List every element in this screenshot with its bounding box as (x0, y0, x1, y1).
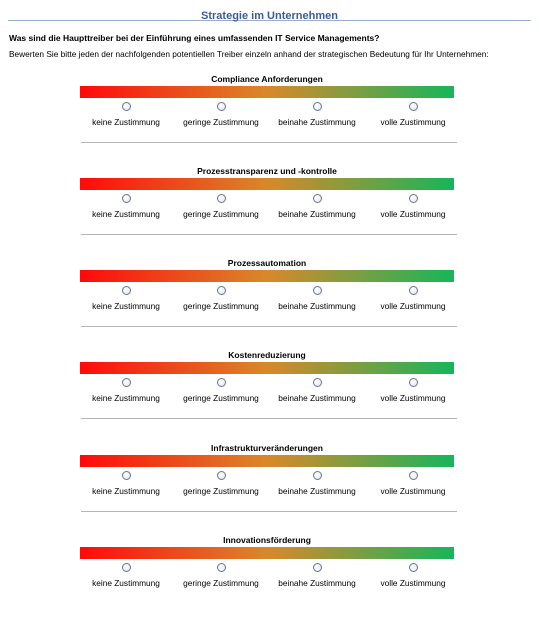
radio-option-label[interactable]: keine Zustimmung (92, 301, 160, 311)
radio-button[interactable] (121, 471, 131, 480)
radio-button[interactable] (408, 471, 418, 480)
radio-button[interactable] (312, 286, 322, 295)
radio-button[interactable] (408, 378, 418, 387)
rating-block: Innovationsförderung keine Zustimmung geri… (0, 535, 540, 627)
radio-option-label[interactable]: keine Zustimmung (92, 486, 160, 496)
agreement-scale-bar (80, 547, 454, 559)
radio-option-label[interactable]: volle Zustimmung (380, 301, 446, 311)
radio-button[interactable] (216, 471, 226, 480)
divider (81, 234, 457, 235)
radio-button[interactable] (312, 102, 322, 111)
radio-button[interactable] (312, 563, 322, 572)
rating-block: Infrastrukturveränderungen keine Zustimmu… (0, 443, 540, 535)
driver-label: Prozessautomation (227, 258, 307, 268)
rating-block: Prozessautomation keine Zustimmung geringe… (0, 258, 540, 350)
divider (81, 326, 457, 327)
radio-button[interactable] (216, 286, 226, 295)
driver-label: Prozesstransparenz und -kontrolle (197, 166, 337, 176)
radio-option-label[interactable]: geringe Zustimmung (183, 301, 259, 311)
radio-option-label[interactable]: beinahe Zustimmung (278, 209, 356, 219)
radio-option-label[interactable]: volle Zustimmung (380, 486, 446, 496)
driver-label: Innovationsförderung (223, 535, 311, 545)
radio-option-label[interactable]: keine Zustimmung (92, 393, 160, 403)
section-header: Strategie im Unternehmen (8, 6, 531, 22)
radio-option-label[interactable]: volle Zustimmung (380, 578, 446, 588)
radio-button[interactable] (408, 563, 418, 572)
agreement-scale-bar (80, 270, 454, 282)
radio-option-label[interactable]: volle Zustimmung (380, 209, 446, 219)
radio-button[interactable] (216, 378, 226, 387)
rating-block: Kostenreduzierung keine Zustimmung geringe… (0, 350, 540, 442)
agreement-scale-bar (80, 86, 454, 98)
radio-button[interactable] (216, 194, 226, 203)
radio-option-label[interactable]: beinahe Zustimmung (278, 578, 356, 588)
radio-option-label[interactable]: volle Zustimmung (380, 117, 446, 127)
instruction-text: Bewerten Sie bitte jeden der nachfolgend… (9, 49, 489, 59)
radio-option-label[interactable]: geringe Zustimmung (183, 117, 259, 127)
driver-label: Compliance Anforderungen (211, 74, 323, 84)
radio-button[interactable] (216, 102, 226, 111)
radio-button[interactable] (121, 378, 131, 387)
radio-button[interactable] (408, 194, 418, 203)
radio-option-label[interactable]: geringe Zustimmung (183, 209, 259, 219)
radio-button[interactable] (408, 102, 418, 111)
page-title: Strategie im Unternehmen (201, 10, 338, 22)
radio-button[interactable] (121, 102, 131, 111)
radio-button[interactable] (216, 563, 226, 572)
radio-option-label[interactable]: beinahe Zustimmung (278, 486, 356, 496)
radio-option-label[interactable]: keine Zustimmung (92, 117, 160, 127)
radio-button[interactable] (121, 286, 131, 295)
agreement-scale-bar (80, 178, 454, 190)
radio-option-label[interactable]: keine Zustimmung (92, 578, 160, 588)
radio-option-label[interactable]: volle Zustimmung (380, 393, 446, 403)
divider (81, 418, 457, 419)
rating-block: Prozesstransparenz und -kontrolle keine Z… (0, 166, 540, 258)
radio-button[interactable] (408, 286, 418, 295)
radio-option-label[interactable]: beinahe Zustimmung (278, 393, 356, 403)
radio-button[interactable] (312, 471, 322, 480)
divider (81, 142, 457, 143)
question-text: Was sind die Haupttreiber bei der Einfüh… (9, 33, 380, 43)
agreement-scale-bar (80, 455, 454, 467)
agreement-scale-bar (80, 362, 454, 374)
radio-option-label[interactable]: beinahe Zustimmung (278, 117, 356, 127)
radio-option-label[interactable]: geringe Zustimmung (183, 393, 259, 403)
radio-button[interactable] (312, 194, 322, 203)
divider (81, 511, 457, 512)
radio-option-label[interactable]: beinahe Zustimmung (278, 301, 356, 311)
radio-option-label[interactable]: geringe Zustimmung (183, 486, 259, 496)
radio-button[interactable] (312, 378, 322, 387)
radio-option-label[interactable]: keine Zustimmung (92, 209, 160, 219)
radio-option-label[interactable]: geringe Zustimmung (183, 578, 259, 588)
radio-button[interactable] (121, 194, 131, 203)
driver-label: Kostenreduzierung (228, 350, 306, 360)
radio-button[interactable] (121, 563, 131, 572)
driver-label: Infrastrukturveränderungen (211, 443, 323, 453)
rating-block: Compliance Anforderungen keine Zustimmung… (0, 74, 540, 166)
